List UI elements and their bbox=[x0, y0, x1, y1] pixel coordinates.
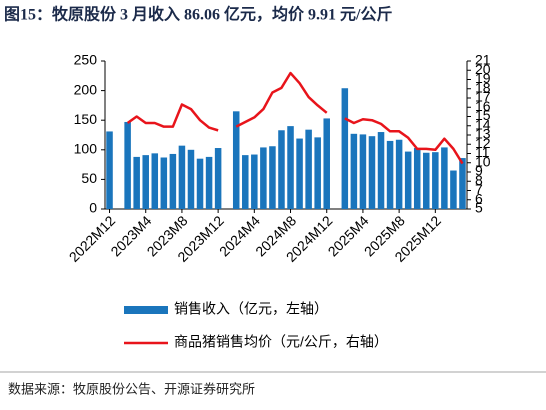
bar bbox=[377, 132, 385, 209]
y-tick-label: 200 bbox=[74, 81, 98, 97]
bar bbox=[196, 158, 204, 209]
bar bbox=[341, 88, 349, 209]
bar bbox=[142, 155, 149, 209]
bar bbox=[287, 126, 294, 209]
legend-swatch bbox=[124, 306, 168, 314]
y2-tick-label: 5 bbox=[475, 200, 483, 216]
bar bbox=[450, 170, 457, 209]
bar bbox=[441, 147, 448, 209]
legend-label: 商品猪销售均价（元/公斤，右轴） bbox=[174, 334, 388, 350]
bar bbox=[314, 137, 321, 209]
y2-tick-label: 11 bbox=[475, 144, 490, 160]
y2-tick-label: 12 bbox=[475, 135, 491, 151]
bar bbox=[278, 130, 285, 209]
y2-tick-label: 14 bbox=[475, 116, 491, 132]
y-tick-label: 0 bbox=[89, 200, 97, 216]
y-tick-label: 250 bbox=[74, 52, 98, 68]
bar bbox=[423, 152, 430, 209]
bar bbox=[413, 148, 421, 209]
bar bbox=[242, 155, 249, 209]
x-tick-label: 2022M12 bbox=[66, 212, 119, 265]
bar bbox=[106, 131, 113, 209]
bar bbox=[160, 157, 168, 209]
bar bbox=[359, 134, 367, 209]
bar bbox=[386, 140, 394, 209]
bar bbox=[269, 146, 276, 209]
y2-tick-label: 10 bbox=[475, 153, 491, 169]
y-tick-label: 150 bbox=[74, 111, 98, 127]
y2-tick-label: 6 bbox=[475, 190, 483, 206]
bar bbox=[432, 152, 439, 209]
y2-tick-label: 8 bbox=[475, 172, 483, 188]
bar bbox=[305, 129, 312, 209]
bar bbox=[323, 118, 330, 209]
bar bbox=[296, 138, 303, 209]
y2-tick-label: 21 bbox=[475, 52, 491, 68]
bar bbox=[404, 151, 412, 209]
y2-tick-label: 15 bbox=[475, 107, 491, 123]
bar bbox=[205, 156, 213, 209]
bar bbox=[133, 156, 140, 209]
y2-tick-label: 20 bbox=[475, 61, 491, 77]
line bbox=[235, 71, 328, 128]
y2-tick-label: 18 bbox=[475, 79, 491, 95]
chart-title: 图15：牧原股份 3 月收入 86.06 亿元，均价 9.91 元/公斤 bbox=[4, 5, 392, 24]
bar bbox=[260, 147, 267, 209]
bar bbox=[178, 145, 186, 209]
y2-tick-label: 17 bbox=[475, 89, 491, 105]
bar bbox=[214, 148, 222, 209]
line bbox=[126, 103, 219, 132]
y-tick-label: 100 bbox=[74, 141, 98, 157]
bar bbox=[151, 153, 159, 209]
bar bbox=[395, 139, 403, 209]
y2-tick-label: 9 bbox=[475, 163, 483, 179]
y2-tick-label: 19 bbox=[475, 70, 491, 86]
bar bbox=[251, 154, 258, 209]
source: 数据来源：牧原股份公告、开源证券研究所 bbox=[8, 381, 255, 396]
legend-label: 销售收入（亿元，左轴） bbox=[174, 301, 328, 317]
y-tick-label: 50 bbox=[81, 170, 97, 186]
bar bbox=[124, 121, 131, 209]
bar bbox=[232, 111, 240, 209]
y2-tick-label: 7 bbox=[475, 181, 483, 197]
bar bbox=[350, 133, 358, 209]
bar bbox=[187, 149, 195, 209]
y2-tick-label: 13 bbox=[475, 126, 491, 142]
y2-tick-label: 16 bbox=[475, 98, 491, 114]
bar bbox=[169, 153, 177, 209]
bar bbox=[459, 158, 466, 209]
line bbox=[344, 117, 464, 165]
bar bbox=[368, 136, 376, 209]
